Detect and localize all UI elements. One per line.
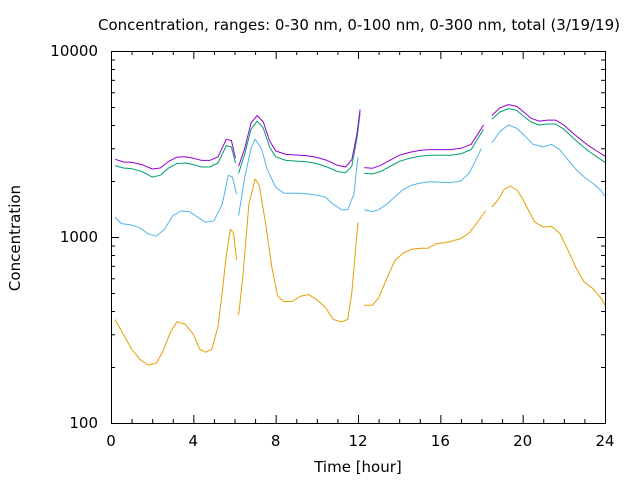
series-line-segment [491,124,606,197]
y-tick-label: 1000 [60,228,98,246]
x-axis-label: Time [hour] [313,458,402,476]
series-line-segment [364,210,487,306]
y-tick-label: 10000 [50,42,98,60]
x-tick-label: 16 [431,432,450,450]
series-line-segment [114,138,236,170]
series-line-segment [491,104,606,157]
series-line-segment [364,124,485,169]
y-tick-label: 100 [69,414,98,432]
series-lines [114,104,606,366]
series-3 [114,108,606,178]
series-line-segment [238,109,361,168]
x-tick-label: 24 [595,432,614,450]
series-line-segment [238,138,359,216]
plot-frame [111,51,606,424]
series-4 [114,104,606,170]
series-1 [114,178,606,366]
x-tick-label: 4 [189,432,199,450]
series-line-segment [364,148,482,213]
series-line-segment [364,128,485,175]
x-tick-label: 8 [271,432,281,450]
axis-ticks: 0 4 8 12 16 20 24 100 1000 10000 [50,42,614,450]
series-line-segment [114,228,238,366]
series-line-segment [491,185,606,306]
series-line-segment [238,112,361,174]
y-axis-label: Concentration [6,185,24,291]
series-line-segment [114,145,236,178]
x-tick-label: 0 [106,432,116,450]
chart-title: Concentration, ranges: 0-30 nm, 0-100 nm… [98,16,620,34]
series-line-segment [238,178,359,323]
series-line-segment [491,108,606,163]
series-2 [114,124,606,237]
series-line-segment [114,174,238,237]
x-tick-label: 12 [348,432,367,450]
x-tick-label: 20 [513,432,532,450]
